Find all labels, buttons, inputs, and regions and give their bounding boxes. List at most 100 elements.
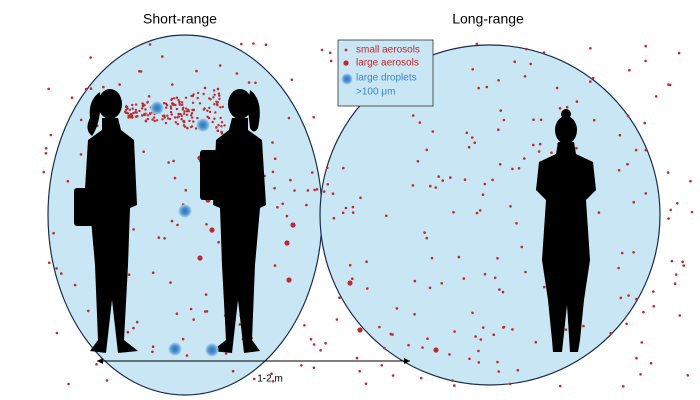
small-aerosol [55,267,58,270]
small-aerosol [643,121,646,125]
small-aerosol [89,87,93,90]
small-aerosol [520,245,524,249]
small-aerosol [163,116,166,119]
small-aerosol [176,223,179,227]
small-aerosol [359,196,362,200]
small-aerosol [639,373,642,376]
small-aerosol [635,297,638,301]
small-aerosol [190,125,193,129]
small-aerosol [182,112,186,116]
small-aerosol [529,62,532,66]
small-aerosol [471,68,475,71]
small-aerosol [525,47,528,51]
small-aerosol [395,307,399,310]
small-aerosol [511,167,514,171]
small-aerosol [649,361,653,365]
small-aerosol [190,112,194,115]
small-aerosol [142,113,146,116]
large-droplet [168,342,182,356]
small-aerosol [619,296,623,300]
small-aerosol [271,141,274,144]
large-aerosol [286,277,292,283]
small-aerosol [217,124,220,127]
small-aerosol [465,131,469,135]
small-aerosol [169,281,172,284]
small-aerosol [132,111,135,115]
small-aerosol [60,272,63,275]
legend-label: large aerosols [356,58,419,69]
small-aerosol [105,379,109,382]
small-aerosol [674,273,678,276]
small-aerosol [153,119,156,123]
small-aerosol [332,216,336,220]
small-aerosol [70,96,74,99]
small-aerosol [224,352,228,355]
small-aerosol [196,116,199,120]
small-aerosol [215,126,218,129]
small-aerosol [185,354,189,357]
small-aerosol [429,184,432,188]
legend-label: small aerosols [356,45,420,56]
small-aerosol [168,117,172,121]
person-left [74,89,138,353]
small-aerosol [213,93,216,97]
small-aerosol [146,100,149,104]
small-aerosol [418,121,422,124]
small-aerosol [632,251,635,254]
small-aerosol [416,160,420,163]
small-aerosol [300,364,303,367]
small-aerosol [178,103,181,107]
small-aerosol [180,114,183,118]
small-aerosol [407,343,410,347]
small-aerosol [196,96,199,100]
small-aerosol [326,183,330,186]
small-aerosol [652,304,655,308]
small-aerosol [502,325,506,329]
legend-small-dot [344,48,348,52]
droplets [150,101,219,357]
small-aerosol [537,150,541,153]
small-aerosol [543,285,546,289]
small-aerosol [411,184,415,187]
small-aerosol [138,109,141,113]
small-aerosol [682,264,685,267]
small-aerosol [127,116,130,119]
small-aerosol [166,117,170,120]
small-aerosol [312,366,316,370]
small-aerosol [351,211,355,214]
small-aerosol [391,374,395,377]
small-aerosol [669,208,672,212]
small-aerosol [231,369,235,373]
large-droplet [205,343,219,357]
small-aerosol [364,382,368,386]
small-aerosol [413,313,416,316]
small-aerosol [49,133,53,137]
small-aerosol [497,370,501,373]
small-aerosol [79,118,83,122]
small-aerosol [175,107,179,111]
small-aerosol [235,72,239,75]
small-aerosol [171,83,174,86]
small-aerosol [192,120,195,123]
small-aerosol [555,86,559,90]
small-aerosol [468,357,471,361]
small-aerosol [676,202,679,205]
small-aerosol [169,105,172,108]
small-aerosol [473,141,477,144]
small-aerosol [654,95,658,98]
small-aerosol [516,368,520,372]
small-aerosol [497,128,500,131]
small-aerosol [142,150,145,153]
small-aerosol [214,111,217,114]
small-aerosol [502,118,506,122]
small-aerosol [264,43,268,46]
small-aerosol [681,260,684,264]
small-aerosol [457,255,461,259]
small-aerosol [125,108,128,112]
small-aerosol [190,94,193,98]
small-aerosol [483,182,487,186]
small-aerosol [626,162,629,166]
small-aerosol [449,176,452,179]
small-aerosol [213,103,216,106]
small-aerosol [441,179,445,182]
